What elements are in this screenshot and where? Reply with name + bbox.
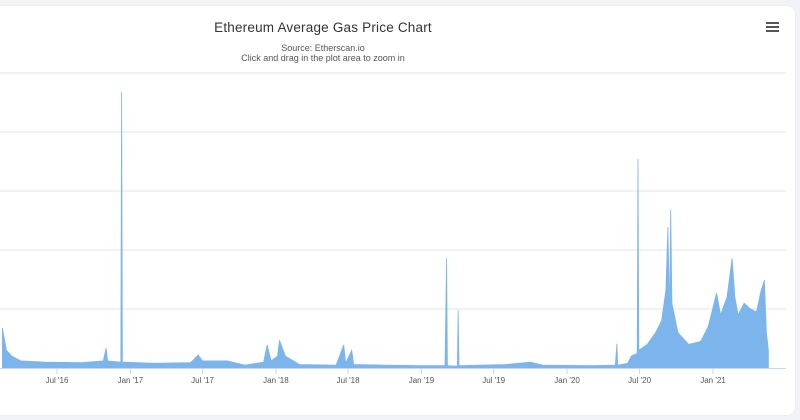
x-tick-label: Jan '17 <box>118 376 144 385</box>
x-tick-label: Jul '18 <box>337 376 360 385</box>
x-tick-label: Jan '20 <box>554 376 580 385</box>
gas-price-area-series <box>2 91 769 369</box>
x-tick-label: Jul '20 <box>628 376 651 385</box>
x-tick-label: Jul '16 <box>46 376 69 385</box>
chart-title: Ethereum Average Gas Price Chart <box>214 20 432 35</box>
x-tick-label: Jul '19 <box>482 376 505 385</box>
chart-subtitle: Source: Etherscan.io <box>281 43 365 53</box>
x-tick-label: Jan '18 <box>263 376 289 385</box>
x-tick-label: Jan '19 <box>409 376 435 385</box>
hamburger-menu-icon[interactable] <box>766 22 779 34</box>
x-tick-label: Jul '17 <box>191 376 214 385</box>
chart-instruction: Click and drag in the plot area to zoom … <box>241 53 405 63</box>
x-tick-label: Jan '21 <box>700 376 726 385</box>
